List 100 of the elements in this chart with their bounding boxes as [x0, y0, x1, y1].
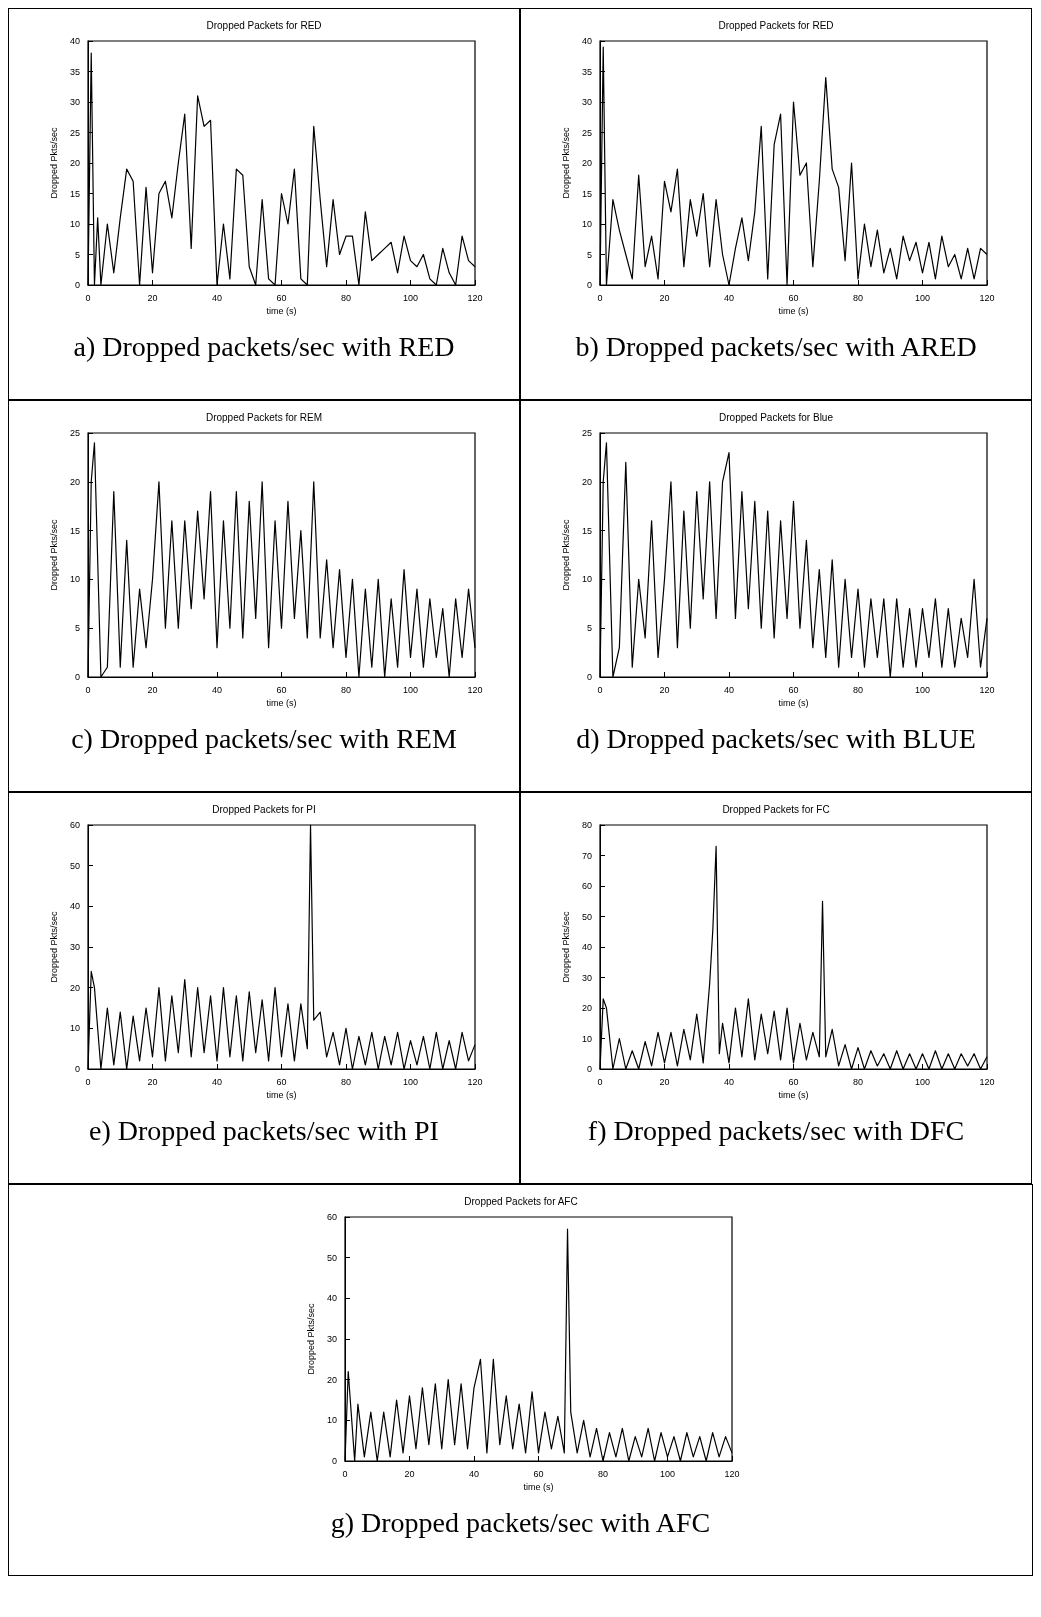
x-tick-label: 40 [723, 684, 735, 695]
x-tick-label: 120 [979, 1076, 995, 1087]
y-tick-label: 10 [69, 1023, 80, 1034]
x-tick-label: 20 [147, 1076, 158, 1087]
x-axis-title: time (s) [266, 1090, 297, 1101]
y-tick-label: 20 [69, 158, 80, 168]
y-tick-label: 40 [69, 36, 80, 46]
y-tick-label: 0 [586, 1064, 592, 1074]
x-tick-label: 80 [852, 292, 864, 303]
chart-title: Dropped Packets for PI [212, 803, 316, 815]
y-tick-label: 10 [581, 1033, 592, 1044]
y-tick-label: 5 [586, 249, 592, 260]
y-axis-title: Dropped Pkts/sec [305, 1302, 315, 1375]
x-tick-label: 60 [276, 292, 287, 303]
chart-title: Dropped Packets for RED [206, 19, 322, 31]
x-tick-label: 120 [467, 292, 483, 303]
x-tick-label: 40 [211, 292, 223, 303]
y-tick-label: 20 [69, 982, 80, 993]
x-tick-label: 20 [659, 684, 670, 695]
x-tick-label: 0 [85, 684, 91, 695]
y-tick-label: 40 [581, 942, 592, 952]
y-axis-title: Dropped Pkts/sec [560, 518, 571, 591]
x-tick-label: 80 [597, 1468, 608, 1479]
y-tick-label: 15 [581, 188, 592, 199]
x-tick-label: 40 [723, 292, 735, 303]
x-tick-label: 20 [659, 1076, 670, 1087]
y-tick-label: 30 [581, 97, 592, 107]
y-tick-label: 5 [74, 623, 80, 634]
x-tick-label: 100 [402, 684, 419, 695]
y-tick-label: 60 [581, 881, 592, 891]
text: b) Dropped packets/sec with ARED [575, 331, 977, 363]
text: c) Dropped packets/sec with REM [71, 723, 457, 755]
x-tick-label: 60 [276, 684, 287, 695]
y-tick-label: 25 [69, 428, 80, 438]
x-axis-title: time (s) [266, 306, 297, 317]
chart-title: Dropped Packets for Blue [719, 411, 834, 423]
y-tick-label: 15 [69, 525, 80, 536]
x-tick-label: 100 [914, 292, 931, 303]
x-tick-label: 40 [468, 1468, 479, 1479]
text: a) Dropped packets/sec with RED [73, 331, 455, 363]
x-axis-title: time (s) [778, 698, 809, 709]
y-tick-label: 50 [326, 1252, 337, 1263]
x-tick-label: 0 [597, 684, 603, 695]
y-tick-label: 0 [74, 280, 80, 290]
x-tick-label: 80 [340, 1076, 352, 1087]
x-tick-label: 120 [467, 684, 483, 695]
y-tick-label: 0 [586, 280, 592, 290]
y-axis-title: Dropped Pkts/sec [560, 126, 571, 199]
y-tick-label: 60 [326, 1212, 337, 1222]
x-tick-label: 20 [147, 292, 158, 303]
x-tick-label: 40 [211, 684, 223, 695]
x-tick-label: 0 [597, 292, 603, 303]
x-tick-label: 60 [788, 1076, 799, 1087]
y-tick-label: 0 [74, 672, 80, 682]
x-tick-label: 60 [788, 684, 799, 695]
text: g) Dropped packets/sec with AFC [330, 1507, 711, 1539]
x-tick-label: 60 [276, 1076, 287, 1087]
y-tick-label: 70 [581, 850, 592, 861]
x-tick-label: 100 [659, 1468, 675, 1479]
text: d) Dropped packets/sec with BLUE [576, 723, 976, 755]
y-tick-label: 10 [581, 219, 592, 229]
x-tick-label: 60 [788, 292, 799, 303]
y-tick-label: 35 [69, 66, 80, 77]
x-tick-label: 100 [914, 684, 931, 695]
y-tick-label: 20 [581, 476, 592, 487]
x-axis-title: time (s) [266, 698, 297, 709]
y-tick-label: 30 [69, 97, 80, 107]
x-tick-label: 120 [979, 684, 995, 695]
y-tick-label: 20 [69, 476, 80, 487]
x-axis-title: time (s) [778, 306, 809, 317]
y-axis-title: Dropped Pkts/sec [48, 518, 59, 591]
y-tick-label: 15 [69, 188, 80, 199]
y-axis-title: Dropped Pkts/sec [48, 126, 59, 199]
y-tick-label: 20 [581, 158, 592, 168]
chart-title: Dropped Packets for AFC [463, 1195, 578, 1207]
x-tick-label: 40 [723, 1076, 735, 1087]
y-tick-label: 5 [74, 249, 80, 260]
y-tick-label: 10 [581, 574, 592, 585]
y-axis-title: Dropped Pkts/sec [560, 910, 571, 983]
y-tick-label: 50 [69, 860, 80, 871]
y-tick-label: 0 [331, 1456, 337, 1466]
x-tick-label: 100 [402, 1076, 419, 1087]
y-tick-label: 0 [586, 672, 592, 682]
y-tick-label: 20 [326, 1374, 337, 1385]
x-tick-label: 0 [341, 1468, 348, 1479]
y-tick-label: 20 [581, 1003, 592, 1013]
y-tick-label: 50 [581, 911, 592, 922]
y-tick-label: 40 [69, 901, 80, 912]
x-tick-label: 20 [659, 292, 670, 303]
x-tick-label: 0 [85, 292, 91, 303]
x-tick-label: 80 [852, 684, 864, 695]
y-tick-label: 25 [69, 127, 80, 138]
x-tick-label: 120 [723, 1468, 740, 1479]
text: f) Dropped packets/sec with DFC [587, 1115, 965, 1147]
y-axis-title: Dropped Pkts/sec [48, 910, 59, 983]
x-tick-label: 40 [211, 1076, 223, 1087]
x-tick-label: 100 [402, 292, 419, 303]
x-tick-label: 120 [979, 292, 995, 303]
x-tick-label: 120 [467, 1076, 483, 1087]
x-tick-label: 80 [852, 1076, 864, 1087]
